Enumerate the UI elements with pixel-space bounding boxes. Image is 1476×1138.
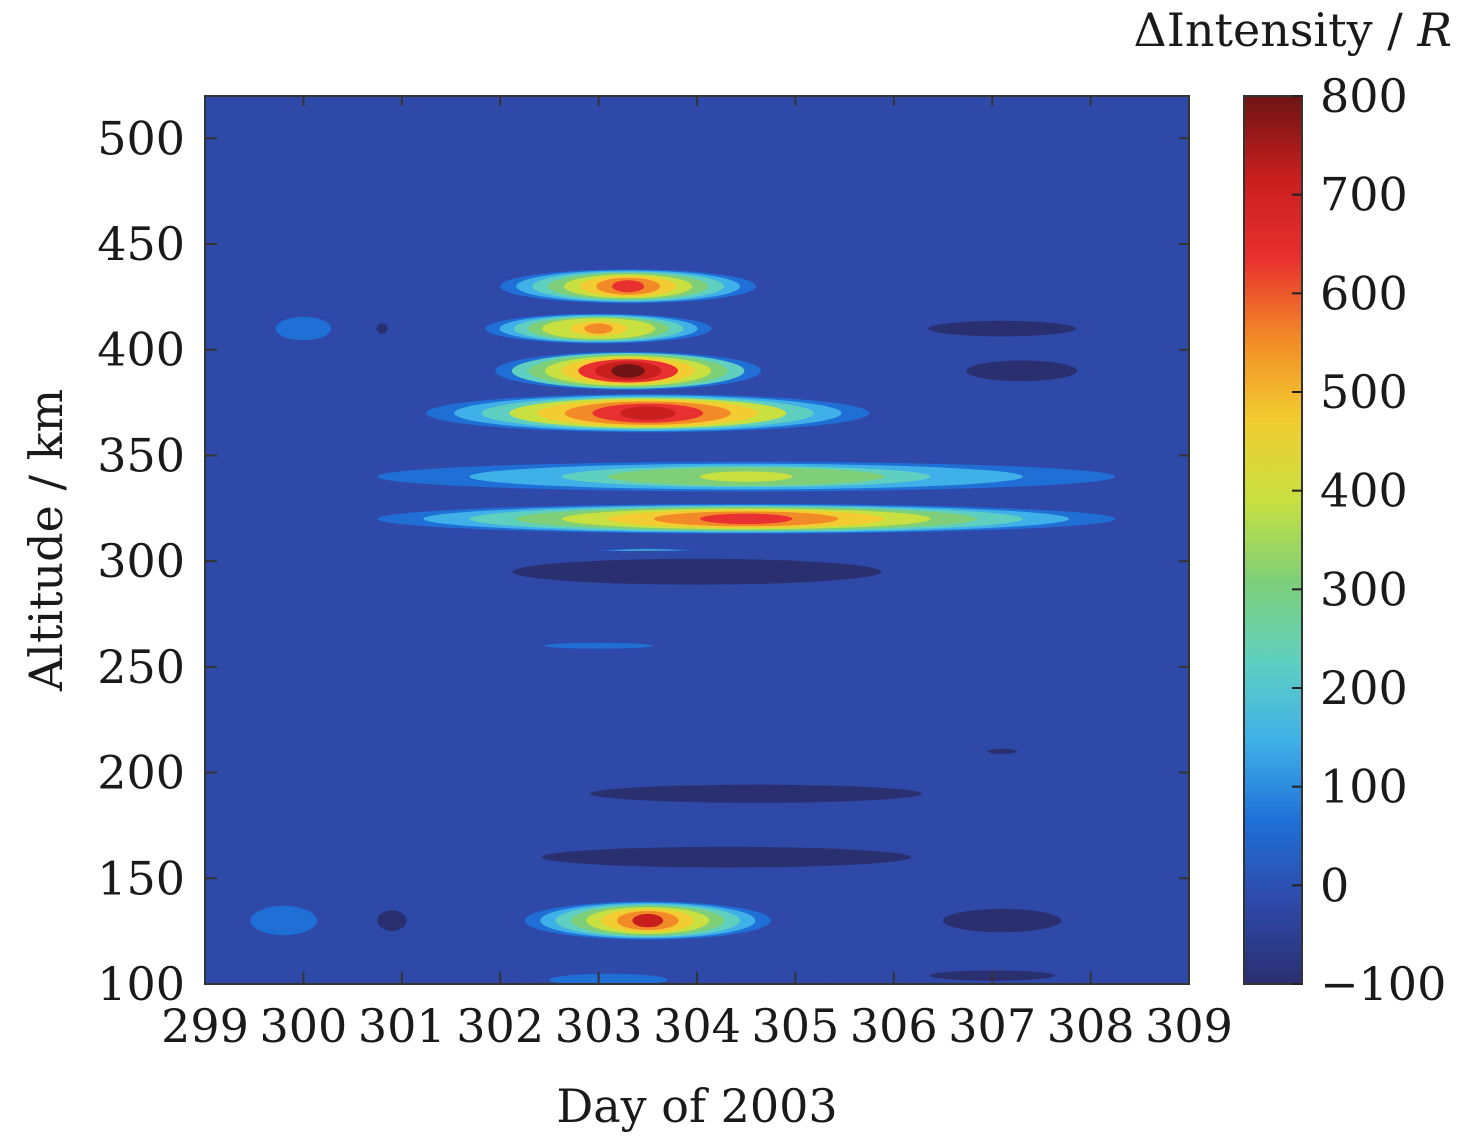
heat-contour <box>1003 364 1041 377</box>
y-tick-label: 450 <box>97 217 185 271</box>
heat-contour <box>297 323 309 334</box>
y-tick-label: 300 <box>97 534 185 588</box>
heat-band-1 <box>259 313 348 344</box>
heat-band-11 <box>205 550 1189 593</box>
colorbar-tick-label: 500 <box>1320 365 1408 419</box>
heat-contour <box>635 564 759 580</box>
heat-band-16 <box>239 903 328 938</box>
colorbar-gradient <box>1243 95 1303 985</box>
y-tick-label: 200 <box>97 746 185 800</box>
heat-contour <box>665 851 789 864</box>
heat-contour <box>380 325 384 332</box>
x-tick-label: 301 <box>358 999 446 1053</box>
heat-band-8 <box>377 461 1116 492</box>
heat-contour <box>977 324 1027 334</box>
x-axis-ticks: 299 300 301 302 303 304 305 306 307 308 309 <box>161 96 1233 1053</box>
x-tick-label: 304 <box>653 999 741 1053</box>
heat-band-5 <box>495 351 761 390</box>
colorbar-tick-label: 700 <box>1320 168 1408 222</box>
heat-band-19 <box>844 901 1160 940</box>
colorbar-tick-label: 100 <box>1320 760 1408 814</box>
heat-contour <box>584 323 613 334</box>
heat-contour <box>700 471 793 482</box>
plot-area <box>205 96 1189 984</box>
heat-band-0 <box>500 269 757 304</box>
x-tick-label: 308 <box>1047 999 1135 1053</box>
heat-band-14 <box>313 778 1189 809</box>
colorbar-tick-label: 0 <box>1320 858 1349 912</box>
x-tick-label: 306 <box>850 999 938 1053</box>
x-tick-label: 303 <box>555 999 643 1053</box>
x-tick-label: 302 <box>456 999 544 1053</box>
colorbar-tick-label: 400 <box>1320 464 1408 518</box>
heat-contour <box>585 644 613 648</box>
heat-band-6 <box>874 353 1170 388</box>
heat-band-17 <box>352 903 432 938</box>
colorbar-tick-label: −100 <box>1320 957 1446 1011</box>
colorbar-title: ΔIntensity / R <box>1133 3 1452 57</box>
heat-band-2 <box>367 320 397 338</box>
x-tick-label: 305 <box>751 999 839 1053</box>
colorbar-title-prefix: ΔIntensity / <box>1133 3 1417 57</box>
y-axis-title: Altitude / km <box>19 389 73 692</box>
y-tick-label: 350 <box>97 428 185 482</box>
heat-band-4 <box>805 315 1189 342</box>
heat-contour <box>593 976 624 983</box>
x-axis-title: Day of 2003 <box>556 1079 837 1133</box>
x-tick-label: 307 <box>948 999 1036 1053</box>
heat-contour <box>982 913 1022 928</box>
colorbar-title-unit: R <box>1416 3 1452 57</box>
heat-contour <box>632 913 664 928</box>
heat-band-3 <box>485 313 712 344</box>
heat-contour <box>700 513 793 525</box>
heatmap-bands <box>205 269 1189 984</box>
y-tick-label: 250 <box>97 640 185 694</box>
x-tick-label: 299 <box>161 999 249 1053</box>
colorbar-tick-label: 300 <box>1320 562 1408 616</box>
heat-contour <box>620 406 676 420</box>
heat-contour <box>997 749 1007 753</box>
heat-band-9 <box>377 504 1116 534</box>
heat-contour <box>612 280 645 293</box>
colorbar-ticks: 800 700 600 500 400 300 200 100 0 −100 <box>1292 69 1446 1011</box>
colorbar-tick-label: 600 <box>1320 266 1408 320</box>
heat-contour <box>700 788 812 799</box>
heat-contour <box>278 914 290 927</box>
heat-band-13 <box>962 747 1042 756</box>
plot-background <box>205 96 1189 984</box>
heat-band-20 <box>490 971 727 984</box>
y-tick-label: 150 <box>97 851 185 905</box>
heat-band-7 <box>426 394 870 433</box>
heat-band-15 <box>234 840 1189 875</box>
x-tick-label: 300 <box>259 999 347 1053</box>
colorbar-tick-label: 200 <box>1320 661 1408 715</box>
colorbar-tick-label: 800 <box>1320 69 1408 123</box>
heat-band-18 <box>524 901 771 940</box>
y-tick-label: 100 <box>97 957 185 1011</box>
heat-contour <box>611 364 645 378</box>
colorbar: 800 700 600 500 400 300 200 100 0 −100 ΔIntensity… <box>1133 3 1452 1011</box>
y-axis-ticks: 100 150 200 250 300 350 400 450 500 <box>97 111 1189 1011</box>
x-tick-label: 309 <box>1145 999 1233 1053</box>
heat-band-12 <box>490 641 707 650</box>
y-tick-label: 400 <box>97 323 185 377</box>
heat-contour <box>387 914 397 927</box>
y-tick-label: 500 <box>97 111 185 165</box>
